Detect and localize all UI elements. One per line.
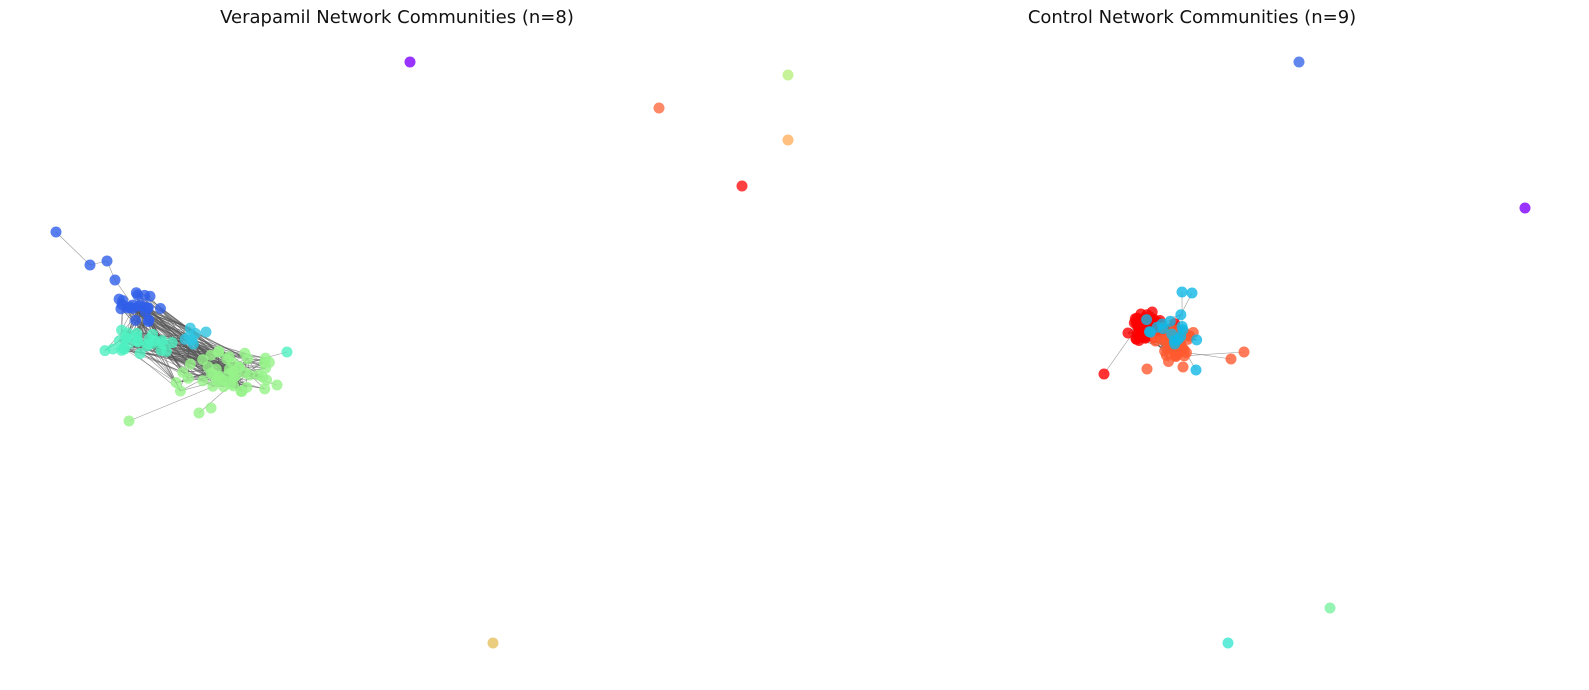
verapamil-node xyxy=(239,347,251,359)
verapamil-node xyxy=(127,302,139,314)
control-node xyxy=(1172,333,1184,345)
verapamil-node xyxy=(155,344,167,356)
verapamil-node xyxy=(782,69,794,81)
control-node xyxy=(1141,314,1153,326)
verapamil-node xyxy=(123,415,135,427)
verapamil-node xyxy=(84,259,96,271)
verapamil-node xyxy=(107,343,119,355)
control-node xyxy=(1145,326,1157,338)
verapamil-node xyxy=(205,402,217,414)
verapamil-edge xyxy=(120,308,192,341)
verapamil-node xyxy=(197,375,209,387)
verapamil-node xyxy=(281,346,293,358)
verapamil-node xyxy=(147,337,159,349)
control-node xyxy=(1175,309,1187,321)
verapamil-node xyxy=(116,298,128,310)
control-node xyxy=(1122,327,1134,339)
verapamil-node xyxy=(207,380,219,392)
verapamil-node xyxy=(210,363,222,375)
verapamil-node xyxy=(174,385,186,397)
verapamil-node xyxy=(227,366,239,378)
verapamil-node xyxy=(213,371,225,383)
verapamil-node xyxy=(259,383,271,395)
control-node xyxy=(1098,368,1110,380)
verapamil-node xyxy=(184,358,196,370)
verapamil-node xyxy=(154,302,166,314)
control-node xyxy=(1190,364,1202,376)
control-node xyxy=(1324,602,1336,614)
verapamil-node xyxy=(121,332,133,344)
verapamil-node xyxy=(109,274,121,286)
control-network-title: Control Network Communities (n=9) xyxy=(1027,7,1357,28)
control-node xyxy=(1146,306,1158,318)
control-node xyxy=(1176,286,1188,298)
verapamil-network-panel: Verapamil Network Communities (n=8) xyxy=(0,0,794,690)
verapamil-edge xyxy=(124,348,177,383)
control-network-panel: Control Network Communities (n=9) xyxy=(795,0,1589,690)
verapamil-node xyxy=(200,326,212,338)
control-node xyxy=(1170,350,1182,362)
control-node xyxy=(1177,324,1189,336)
verapamil-node xyxy=(235,385,247,397)
verapamil-network-title: Verapamil Network Communities (n=8) xyxy=(220,7,574,28)
verapamil-node xyxy=(170,377,182,389)
verapamil-node xyxy=(218,381,230,393)
verapamil-node xyxy=(228,380,240,392)
verapamil-node xyxy=(182,372,194,384)
control-node xyxy=(1191,334,1203,346)
verapamil-nodes xyxy=(50,56,794,649)
verapamil-node xyxy=(101,255,113,267)
verapamil-node xyxy=(653,102,665,114)
control-node xyxy=(1157,323,1169,335)
control-node xyxy=(1186,287,1198,299)
verapamil-node xyxy=(142,315,154,327)
verapamil-node xyxy=(186,334,198,346)
control-node xyxy=(1160,349,1172,361)
control-node xyxy=(1225,353,1237,365)
verapamil-node xyxy=(147,328,159,340)
verapamil-node xyxy=(257,371,269,383)
verapamil-node xyxy=(213,346,225,358)
verapamil-node xyxy=(50,226,62,238)
verapamil-edge xyxy=(55,231,91,266)
control-nodes xyxy=(1098,56,1531,649)
control-node xyxy=(1177,361,1189,373)
verapamil-node xyxy=(263,356,275,368)
control-node xyxy=(1222,637,1234,649)
control-node xyxy=(1293,56,1305,68)
control-node xyxy=(1519,202,1531,214)
verapamil-node xyxy=(134,348,146,360)
verapamil-node xyxy=(130,314,142,326)
verapamil-node xyxy=(184,322,196,334)
control-node xyxy=(1238,346,1250,358)
verapamil-edge xyxy=(144,295,190,337)
verapamil-node xyxy=(487,637,499,649)
verapamil-node xyxy=(271,379,283,391)
control-node xyxy=(1141,363,1153,375)
verapamil-node xyxy=(131,331,143,343)
verapamil-network-graph xyxy=(50,56,794,649)
verapamil-node xyxy=(193,407,205,419)
verapamil-node xyxy=(404,56,416,68)
verapamil-node xyxy=(142,302,154,314)
verapamil-node xyxy=(736,180,748,192)
control-edge xyxy=(1184,351,1245,357)
control-network-graph xyxy=(1098,56,1531,649)
verapamil-node xyxy=(139,289,151,301)
verapamil-node xyxy=(782,134,794,146)
verapamil-node xyxy=(166,337,178,349)
verapamil-node xyxy=(197,354,209,366)
